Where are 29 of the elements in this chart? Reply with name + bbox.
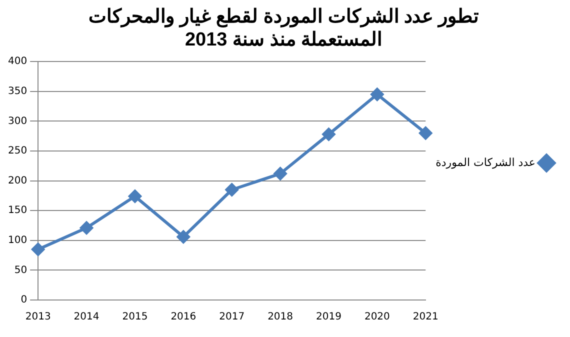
point (370, 88, 384, 101)
x-tick-label: 2014 (74, 312, 100, 323)
point (176, 230, 190, 244)
chart-title: تطور عدد الشركات الموردة لقطع غيار والمحركات المستعملة منذ سنة 2013 (88, 6, 478, 50)
x-tick-label: 2020 (364, 312, 390, 323)
x-tick-label: 2018 (268, 312, 294, 323)
y-tick-label: 100 (8, 234, 28, 246)
point (225, 183, 238, 196)
x-tick-label: 2013 (25, 312, 51, 323)
point (32, 242, 45, 256)
y-tick-label: 200 (8, 175, 28, 186)
x-tick-label: 2015 (122, 312, 148, 323)
x-tick-label: 2021 (412, 312, 438, 323)
y-tick-label: 50 (14, 264, 28, 276)
point (322, 128, 336, 141)
y-tick-label: 150 (8, 205, 28, 216)
y-tick-label: 350 (8, 86, 28, 97)
point (274, 167, 287, 180)
x-tick-label: 2016 (170, 312, 196, 323)
x-tick-label: 2019 (316, 312, 342, 323)
y-tick-label: 300 (8, 116, 28, 127)
x-tick-label: 2017 (219, 312, 245, 323)
point (419, 126, 432, 140)
y-tick-label: 0 (20, 294, 28, 306)
y-tick-label: 400 (8, 56, 28, 68)
legend-label: عدد الشركات الموردة (436, 156, 536, 169)
point (128, 190, 142, 203)
y-tick-label: 250 (8, 146, 28, 157)
point (80, 221, 94, 234)
